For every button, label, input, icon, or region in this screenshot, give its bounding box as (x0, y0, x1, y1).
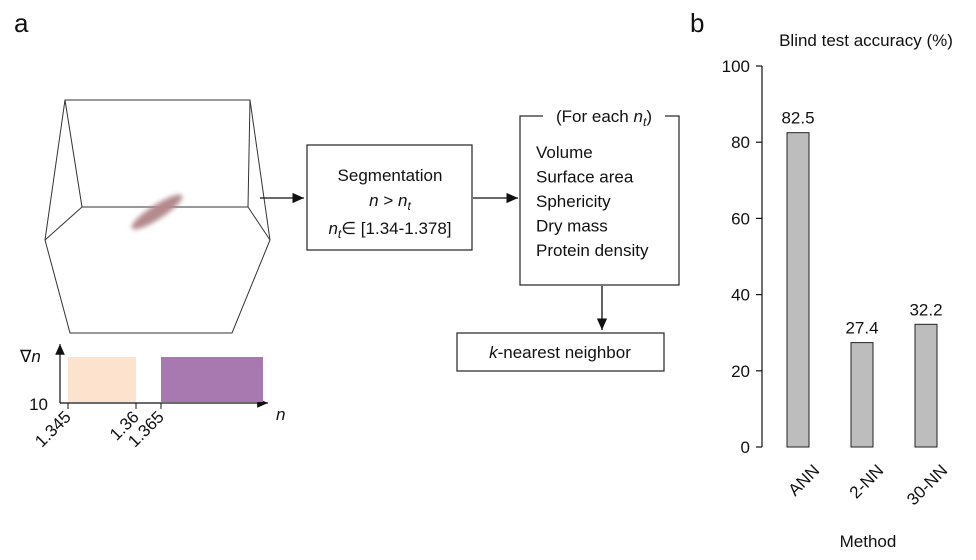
y-tick-label: 0 (741, 438, 750, 457)
segmentation-condition: n > nt (369, 191, 411, 213)
value-label: 82.5 (781, 109, 814, 128)
y-axis-title: Blind test accuracy (%) (779, 31, 953, 50)
segmentation-box (306, 144, 473, 251)
feature-item: Sphericity (536, 192, 611, 211)
volume-box (44, 99, 271, 334)
y-tick-label: 80 (731, 133, 750, 152)
y-tick-label: 40 (731, 286, 750, 305)
inset-y-label: ∇n (19, 347, 41, 366)
x-tick-label: ANN (784, 461, 823, 500)
range-high (161, 357, 263, 402)
y-tick-label: 20 (731, 362, 750, 381)
segmentation-range: nt∈ [1.34-1.378] (328, 219, 451, 241)
range-low (68, 357, 136, 402)
inset-plot: ∇n 10 n 1.345 1.36 1.365 (19, 344, 285, 451)
header-gap (543, 106, 665, 126)
inset-y-tick: 10 (29, 395, 48, 414)
bar (914, 323, 938, 448)
feature-item: Surface area (536, 168, 634, 187)
feature-list: Volume Surface area Sphericity Dry mass Prot… (536, 143, 649, 260)
y-tick-label: 60 (731, 209, 750, 228)
features-box (519, 115, 680, 286)
x-axis-title: Method (840, 532, 897, 551)
feature-item: Protein density (536, 241, 649, 260)
cell (131, 194, 183, 230)
segmentation-title: Segmentation (338, 166, 443, 185)
feature-item: Dry mass (536, 217, 608, 236)
panel-label: a (14, 8, 29, 38)
bar (786, 132, 810, 448)
y-tick-label: 100 (722, 57, 750, 76)
value-label: 27.4 (845, 319, 878, 338)
classifier-label: k-nearest neighbor (489, 343, 631, 362)
feature-item: Volume (536, 143, 593, 162)
value-label: 32.2 (909, 300, 942, 319)
inset-x-label: n (276, 405, 285, 424)
panel-label: b (690, 8, 704, 38)
bar (850, 342, 874, 448)
x-tick-label: 30-NN (903, 461, 951, 509)
classifier-box (456, 332, 665, 372)
features-header: (For each nt) (556, 107, 652, 129)
x-tick-label: 2-NN (846, 461, 887, 502)
